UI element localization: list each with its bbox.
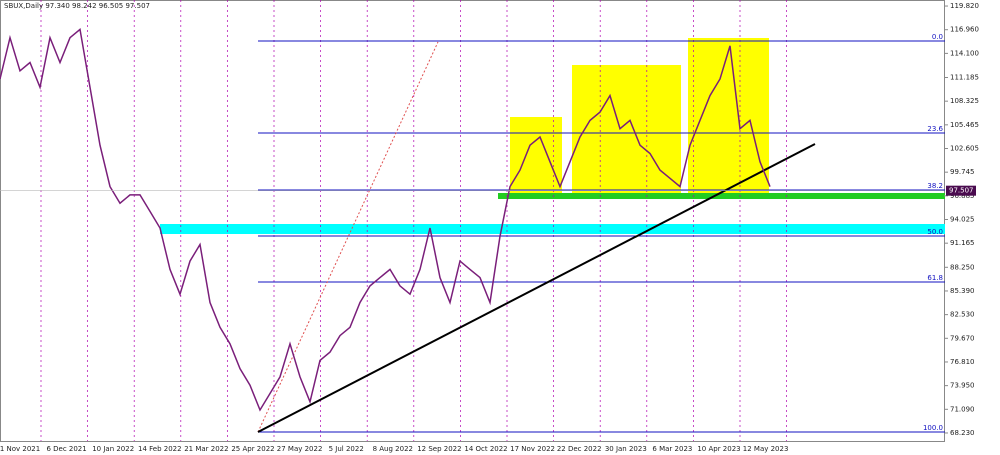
x-tick-label: 10 Jan 2022 bbox=[92, 445, 134, 453]
y-tick-label: 119.820 bbox=[950, 2, 979, 10]
support-band bbox=[160, 224, 945, 234]
y-tick-label: 116.960 bbox=[950, 26, 979, 34]
fib-label: 38.2 bbox=[927, 182, 943, 190]
last-price-label: 97.507 bbox=[949, 187, 974, 195]
support-band bbox=[498, 193, 945, 199]
x-tick-label: 6 Dec 2021 bbox=[46, 445, 86, 453]
y-tick-label: 88.250 bbox=[950, 263, 975, 271]
x-tick-label: 5 Jul 2022 bbox=[329, 445, 364, 453]
y-tick-label: 114.100 bbox=[950, 49, 979, 57]
fib-label: 0.0 bbox=[932, 33, 943, 41]
trend-line bbox=[257, 143, 816, 433]
price-line bbox=[0, 27, 771, 412]
zone bbox=[688, 38, 769, 195]
y-tick-label: 105.465 bbox=[950, 121, 979, 129]
x-tick-label: 22 Dec 2022 bbox=[557, 445, 602, 453]
y-tick-label: 91.165 bbox=[950, 239, 975, 247]
y-tick-label: 99.745 bbox=[950, 168, 975, 176]
y-tick-label: 85.390 bbox=[950, 287, 975, 295]
zone bbox=[510, 117, 562, 195]
x-tick-label: 25 Apr 2022 bbox=[231, 445, 274, 453]
fib-label: 50.0 bbox=[927, 228, 943, 236]
chart-title: SBUX,Daily 97.340 98.242 96.505 97.507 bbox=[4, 2, 150, 10]
x-tick-label: 1 Nov 2021 bbox=[0, 445, 40, 453]
zone bbox=[572, 65, 681, 195]
y-tick-label: 96.885 bbox=[950, 192, 975, 200]
x-tick-label: 21 Mar 2022 bbox=[184, 445, 228, 453]
y-tick-label: 108.325 bbox=[950, 97, 979, 105]
y-tick-label: 71.090 bbox=[950, 405, 975, 413]
yellow-zones bbox=[510, 38, 769, 195]
x-tick-label: 12 Sep 2022 bbox=[417, 445, 461, 453]
x-tick-label: 10 Apr 2023 bbox=[697, 445, 740, 453]
last-price-box bbox=[946, 185, 976, 196]
y-tick-label: 79.670 bbox=[950, 334, 975, 342]
y-tick-label: 111.185 bbox=[950, 73, 979, 81]
x-tick-label: 6 Mar 2023 bbox=[652, 445, 692, 453]
plot-frame bbox=[0, 0, 945, 442]
y-tick-label: 76.810 bbox=[950, 358, 975, 366]
fib-label: 100.0 bbox=[923, 424, 943, 432]
fib-label: 23.6 bbox=[927, 125, 943, 133]
x-tick-label: 8 Aug 2022 bbox=[373, 445, 413, 453]
y-tick-label: 94.025 bbox=[950, 216, 975, 224]
x-tick-label: 14 Feb 2022 bbox=[138, 445, 182, 453]
x-tick-label: 30 Jan 2023 bbox=[605, 445, 647, 453]
x-tick-label: 27 May 2022 bbox=[277, 445, 323, 453]
y-tick-label: 68.230 bbox=[950, 429, 975, 437]
fib-line bbox=[257, 41, 439, 433]
x-tick-label: 14 Oct 2022 bbox=[464, 445, 507, 453]
y-tick-label: 102.605 bbox=[950, 145, 979, 153]
x-tick-label: 17 Nov 2022 bbox=[510, 445, 555, 453]
y-tick-label: 73.950 bbox=[950, 382, 975, 390]
fib-label: 61.8 bbox=[927, 274, 943, 282]
y-tick-label: 82.530 bbox=[950, 311, 975, 319]
x-tick-label: 12 May 2023 bbox=[743, 445, 789, 453]
